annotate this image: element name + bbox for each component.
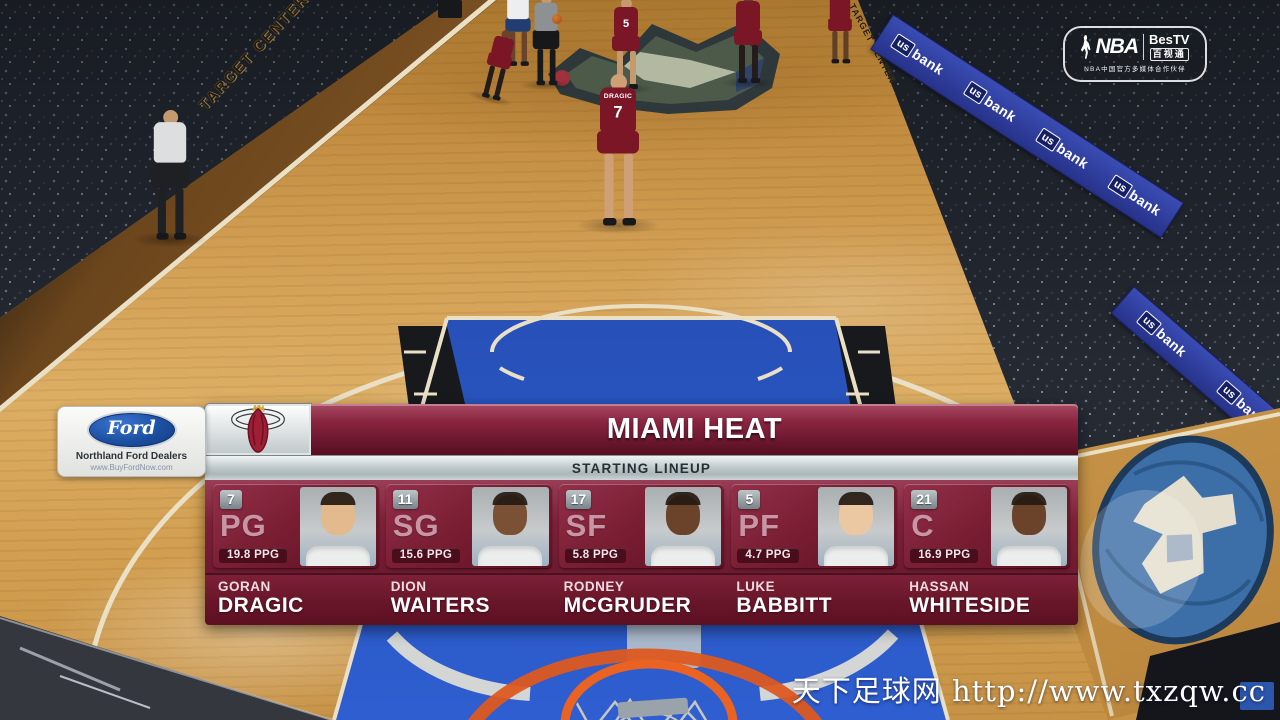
head bbox=[620, 0, 632, 9]
jersey bbox=[829, 0, 851, 20]
ppg-badge: 15.6 PPG bbox=[391, 548, 461, 563]
ford-logo: Ford bbox=[86, 411, 177, 449]
ppg-badge: 4.7 PPG bbox=[737, 548, 799, 563]
ford-dealer-text: Northland Ford Dealers bbox=[75, 451, 188, 462]
jersey bbox=[736, 1, 760, 31]
player-name: DION WAITERS bbox=[390, 579, 490, 617]
player-headshot bbox=[990, 487, 1067, 566]
shorts bbox=[597, 131, 639, 154]
shadow bbox=[129, 231, 211, 248]
bestv-chinese: 百视通 bbox=[1149, 48, 1189, 61]
player-card: 11 SG 15.6 PPG bbox=[385, 484, 552, 569]
headshot-jersey bbox=[305, 546, 370, 566]
jersey-name: DRAGIC bbox=[603, 92, 633, 100]
jersey-number-badge: 5 bbox=[738, 490, 761, 509]
headshot-hair bbox=[492, 492, 528, 505]
team-title-bar: MIAMI HEAT bbox=[311, 404, 1078, 455]
heat-player-dragic: DRAGIC 7 bbox=[573, 74, 663, 235]
scorers-table bbox=[438, 0, 462, 18]
position-label: SG bbox=[392, 508, 440, 543]
lineup-header: MIAMI HEAT bbox=[205, 404, 1078, 455]
position-label: PF bbox=[738, 508, 781, 543]
jersey bbox=[507, 0, 529, 20]
player-cards-row: 7 PG 19.8 PPG 11 SG 15.6 PPG bbox=[205, 480, 1078, 573]
player-card: 7 PG 19.8 PPG bbox=[213, 484, 379, 569]
divider bbox=[1143, 34, 1145, 60]
center-referee bbox=[517, 0, 575, 91]
position-label: C bbox=[911, 508, 935, 543]
heat-logo-panel bbox=[205, 404, 311, 455]
headshot-jersey bbox=[996, 546, 1061, 566]
jersey-number: 5 bbox=[622, 18, 630, 30]
headshot-hair bbox=[665, 492, 701, 505]
shirt bbox=[153, 122, 187, 163]
jersey-number-badge: 17 bbox=[565, 490, 592, 509]
player-headshot bbox=[299, 487, 376, 566]
player-headshot bbox=[645, 487, 722, 566]
headshot-hair bbox=[320, 492, 356, 505]
head bbox=[609, 74, 627, 91]
position-label: SF bbox=[565, 508, 608, 543]
head bbox=[540, 0, 552, 5]
shirt bbox=[534, 2, 558, 32]
player-name: HASSAN WHITESIDE bbox=[909, 579, 1031, 617]
nba-logoman-icon bbox=[1080, 35, 1091, 59]
shorts bbox=[505, 18, 531, 32]
team-name: MIAMI HEAT bbox=[606, 413, 783, 445]
miami-heat-logo-icon bbox=[231, 404, 285, 453]
heat-player-far-right bbox=[823, 0, 857, 64]
heat-player-5: 5 bbox=[596, 0, 656, 95]
ppg-badge: 16.9 PPG bbox=[910, 548, 979, 563]
player-card: 5 PF 4.7 PPG bbox=[731, 484, 898, 569]
shorts bbox=[828, 18, 852, 32]
position-label: PG bbox=[220, 508, 267, 543]
player-card: 21 C 16.9 PPG bbox=[904, 484, 1070, 569]
bestv-wordmark: BesTV bbox=[1149, 32, 1190, 47]
jersey: 5 bbox=[614, 7, 638, 37]
starting-lineup-graphic: MIAMI HEAT STARTING LINEUP 7 PG 19.8 PPG… bbox=[205, 404, 1078, 625]
camera-monitor bbox=[1240, 682, 1274, 710]
player-headshot bbox=[472, 487, 549, 566]
pants bbox=[532, 30, 560, 50]
headshot-jersey bbox=[478, 546, 543, 566]
jersey-number-badge: 21 bbox=[911, 490, 937, 509]
head bbox=[162, 110, 178, 125]
player-name: LUKE BABBITT bbox=[736, 579, 833, 617]
sideline-referee bbox=[129, 110, 211, 248]
headshot-jersey bbox=[824, 546, 889, 566]
ppg-badge: 5.8 PPG bbox=[564, 548, 627, 563]
heat-player-right bbox=[718, 0, 778, 89]
ford-sponsor-box: Ford Northland Ford Dealers www.BuyFordN… bbox=[57, 406, 206, 477]
player-name: RODNEY MCGRUDER bbox=[563, 579, 692, 617]
headshot-hair bbox=[838, 492, 874, 505]
pants bbox=[151, 161, 189, 189]
player-names-row: GORAN DRAGIC DION WAITERS RODNEY MCGRUDE… bbox=[205, 573, 1078, 625]
jersey-number-badge: 11 bbox=[392, 490, 418, 509]
player-name: GORAN DRAGIC bbox=[218, 579, 304, 617]
partner-tagline: NBA中国官方多媒体合作伙伴 bbox=[1084, 66, 1186, 73]
shorts bbox=[734, 30, 762, 45]
site-watermark: 天下足球网 http://www.txzqw.cc bbox=[791, 674, 1266, 708]
timberwolves-corner-decal bbox=[1080, 435, 1274, 645]
shorts bbox=[612, 36, 640, 51]
jersey-number: 7 bbox=[613, 104, 623, 122]
player-headshot bbox=[817, 487, 895, 566]
nba-wordmark: NBA bbox=[1095, 35, 1139, 58]
player-card: 17 SF 5.8 PPG bbox=[558, 484, 725, 569]
nba-bestv-badge: NBA BesTV 百视通 NBA中国官方多媒体合作伙伴 bbox=[1063, 26, 1207, 82]
headshot-jersey bbox=[651, 546, 716, 566]
jersey-number-badge: 7 bbox=[220, 490, 242, 509]
ford-url-text: www.BuyFordNow.com bbox=[90, 463, 173, 472]
headshot-hair bbox=[1011, 492, 1047, 505]
ppg-badge: 19.8 PPG bbox=[219, 548, 288, 563]
jersey: DRAGIC 7 bbox=[600, 87, 636, 133]
lineup-subtitle: STARTING LINEUP bbox=[205, 455, 1078, 480]
basketball bbox=[552, 14, 562, 24]
